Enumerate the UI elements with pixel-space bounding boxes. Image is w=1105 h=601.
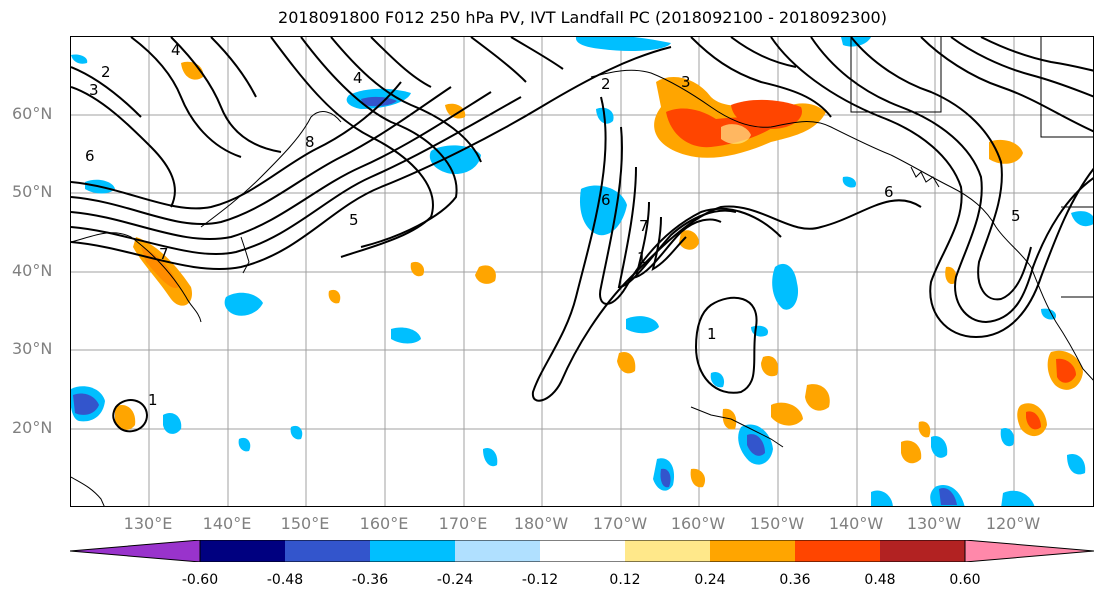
- contour-label: 6: [85, 147, 95, 165]
- lon-label: 120°W: [985, 514, 1041, 533]
- contour-label: 8: [305, 133, 315, 151]
- colorbar-tick-label: 0.36: [779, 572, 811, 588]
- contour-label: 3: [89, 81, 99, 99]
- colorbar-tick-label: 0.12: [609, 572, 641, 588]
- lon-label: 130°E: [123, 514, 173, 533]
- contour-label: 6: [601, 191, 611, 209]
- colorbar-swatch: [540, 540, 625, 562]
- colorbar: [70, 540, 1094, 562]
- lon-label: 140°W: [828, 514, 884, 533]
- colorbar-swatch: [625, 540, 710, 562]
- lon-label: 150°W: [749, 514, 805, 533]
- lon-label: 170°E: [438, 514, 488, 533]
- contour-label: 3: [681, 73, 691, 91]
- map-panel: 4 2 3 6 5 7 8 1 6 7 1 6 5 1 2 3 4: [70, 36, 1094, 507]
- contour-label: 1: [637, 249, 647, 267]
- contour-label: 1: [148, 391, 158, 409]
- lon-label: 160°E: [359, 514, 409, 533]
- coastlines: [71, 37, 1093, 506]
- lon-label: 130°W: [906, 514, 962, 533]
- colorbar-swatch: [455, 540, 540, 562]
- contour-label: 7: [159, 245, 169, 263]
- lat-label: 30°N: [12, 339, 53, 358]
- colorbar-tick-label: -0.36: [351, 572, 389, 588]
- pc-negative-patches: [71, 37, 1093, 506]
- colorbar-extend-low: [70, 540, 201, 562]
- colorbar-extend-high: [964, 540, 1094, 562]
- lon-label: 160°W: [670, 514, 726, 533]
- colorbar-swatch: [880, 540, 965, 562]
- contour-label: 2: [101, 63, 111, 81]
- lon-label: 180°W: [513, 514, 569, 533]
- lon-label: 150°E: [280, 514, 330, 533]
- colorbar-swatch: [200, 540, 285, 562]
- contour-label: 1: [707, 325, 717, 343]
- colorbar-swatch: [710, 540, 795, 562]
- colorbar-swatch: [795, 540, 880, 562]
- lat-label: 20°N: [12, 418, 53, 437]
- contour-label: 7: [639, 217, 649, 235]
- colorbar-swatch: [285, 540, 370, 562]
- colorbar-tick-label: -0.60: [181, 572, 219, 588]
- colorbar-swatch: [370, 540, 455, 562]
- lon-label: 140°E: [202, 514, 252, 533]
- lat-label: 40°N: [12, 261, 53, 280]
- lat-label: 60°N: [12, 104, 53, 123]
- colorbar-tick-label: -0.12: [521, 572, 559, 588]
- map-svg: 4 2 3 6 5 7 8 1 6 7 1 6 5 1 2 3 4: [71, 37, 1093, 506]
- colorbar-tick-label: -0.48: [266, 572, 304, 588]
- contour-label: 4: [171, 41, 181, 59]
- colorbar-tick-label: 0.24: [694, 572, 726, 588]
- contour-label: 5: [1011, 207, 1021, 225]
- lat-label: 50°N: [12, 182, 53, 201]
- lon-label: 170°W: [592, 514, 648, 533]
- contour-label: 4: [353, 69, 363, 87]
- contour-label: 5: [349, 211, 359, 229]
- colorbar-tick-label: 0.48: [864, 572, 896, 588]
- colorbar-tick-label: 0.60: [949, 572, 981, 588]
- colorbar-tick-label: -0.24: [436, 572, 474, 588]
- pv-contours: [71, 37, 1093, 433]
- map-title: 2018091800 F012 250 hPa PV, IVT Landfall…: [278, 8, 887, 27]
- contour-label: 6: [884, 183, 894, 201]
- contour-label: 2: [601, 75, 611, 93]
